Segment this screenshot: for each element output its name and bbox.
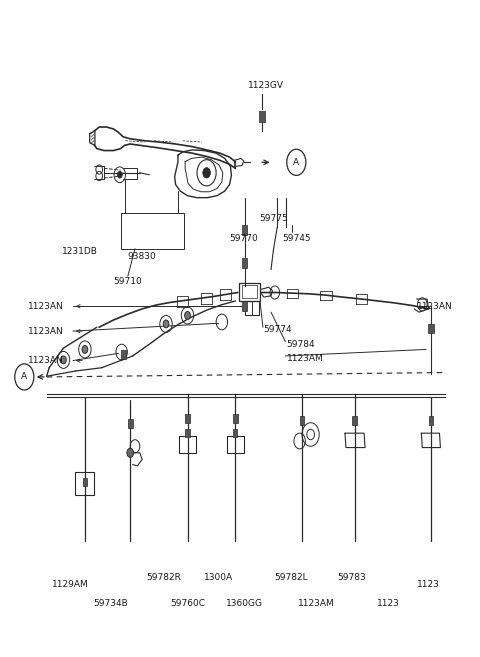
Text: 1300A: 1300A [204,573,233,581]
Text: 1123AN: 1123AN [417,302,452,311]
Circle shape [60,356,66,364]
Bar [120,213,184,249]
Text: 1129AM: 1129AM [52,580,89,589]
Text: 59782L: 59782L [275,573,308,581]
Bar [121,350,126,359]
Bar [300,415,304,424]
Text: 59710: 59710 [113,277,142,286]
Circle shape [117,171,122,178]
Bar [128,419,132,428]
Circle shape [127,448,133,457]
Text: 1123AN: 1123AN [28,356,63,365]
Text: 1231DB: 1231DB [62,247,98,256]
Text: 1123AM: 1123AM [298,599,335,608]
Circle shape [185,311,191,319]
Text: 1123AM: 1123AM [287,354,324,363]
Bar [429,415,433,424]
Text: 59734B: 59734B [93,599,128,608]
Bar [242,258,247,268]
Bar [233,429,238,438]
Bar [242,285,257,298]
Circle shape [163,320,169,328]
Bar [185,429,190,438]
Text: 59783: 59783 [338,573,367,581]
Text: 93830: 93830 [128,252,156,261]
Text: 59745: 59745 [282,234,311,242]
Text: 59770: 59770 [229,234,258,242]
Text: 59760C: 59760C [170,599,205,608]
Text: 1360GG: 1360GG [226,599,263,608]
Text: A: A [293,158,300,167]
Bar [233,413,238,422]
Text: 1123GV: 1123GV [248,81,284,90]
Text: 1123AN: 1123AN [28,302,63,311]
Bar [185,413,190,422]
Bar [428,324,433,333]
Text: 59774: 59774 [263,325,291,334]
Bar [242,225,247,235]
Text: A: A [21,373,27,382]
Text: 1123AN: 1123AN [28,327,63,336]
Circle shape [82,346,88,353]
Bar [83,478,87,486]
Bar [242,301,247,311]
Bar [239,283,260,301]
Text: 59782R: 59782R [146,573,181,581]
Text: 59775: 59775 [259,214,288,223]
Text: 1123: 1123 [417,580,440,589]
Text: 1123: 1123 [376,599,399,608]
Bar [352,415,357,424]
Bar [259,111,265,122]
Bar [245,301,259,315]
Text: 59784: 59784 [287,340,315,349]
Circle shape [203,168,210,178]
